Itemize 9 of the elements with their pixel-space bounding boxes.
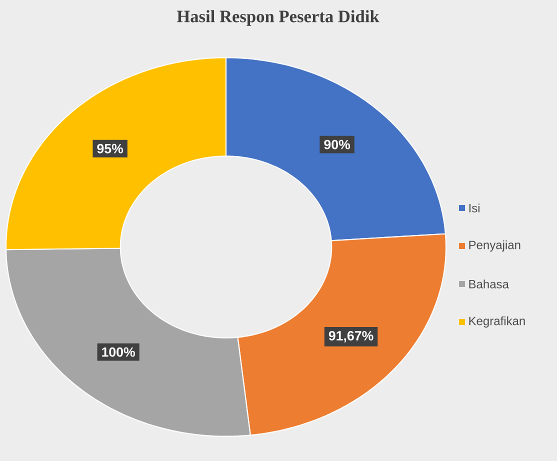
chart-title: Hasil Respon Peserta Didik: [176, 10, 380, 26]
legend-label: Bahasa: [469, 280, 509, 288]
data-label: 91,67%: [328, 331, 374, 342]
data-label: 90%: [324, 140, 350, 150]
data-label: 95%: [97, 144, 124, 154]
legend-label: Kegrafikan: [469, 316, 525, 328]
legend-label: Penyajian: [469, 240, 520, 252]
data-label: 100%: [102, 347, 135, 357]
legend-label: Isi: [469, 204, 480, 212]
